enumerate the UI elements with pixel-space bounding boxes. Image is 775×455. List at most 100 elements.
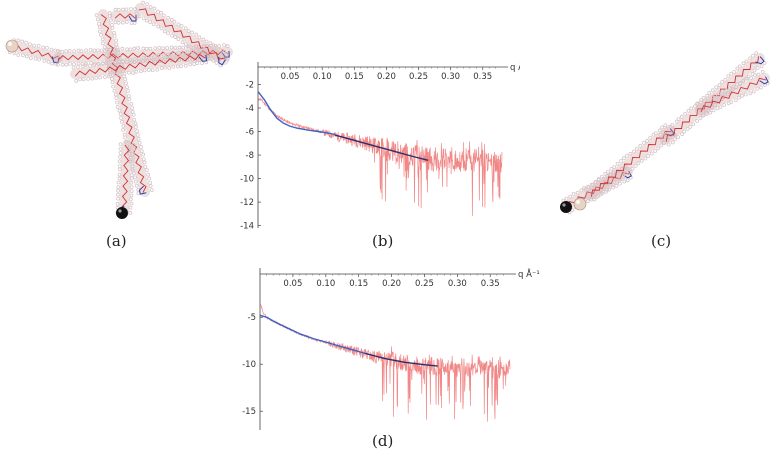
bead bbox=[138, 69, 143, 74]
bead bbox=[120, 20, 125, 25]
bead bbox=[152, 6, 157, 11]
bead bbox=[71, 65, 76, 70]
bead bbox=[720, 89, 725, 94]
bead bbox=[117, 54, 122, 58]
bead bbox=[124, 81, 128, 86]
bead bbox=[28, 56, 33, 61]
bead bbox=[117, 108, 122, 113]
bead bbox=[210, 56, 214, 61]
bead bbox=[95, 48, 100, 53]
bead bbox=[204, 39, 209, 44]
bead bbox=[121, 123, 126, 128]
bead bbox=[161, 13, 166, 18]
bead bbox=[12, 51, 17, 56]
bead bbox=[149, 59, 154, 64]
bead bbox=[733, 98, 738, 103]
bead bbox=[141, 46, 146, 51]
bead bbox=[181, 45, 186, 50]
bead bbox=[129, 173, 134, 178]
bead bbox=[156, 9, 160, 14]
helix-segment bbox=[583, 123, 677, 202]
bead bbox=[662, 140, 666, 145]
bead bbox=[618, 177, 622, 182]
bead bbox=[129, 21, 134, 25]
bead bbox=[213, 43, 218, 48]
bead bbox=[141, 16, 146, 21]
helix-segment bbox=[110, 7, 140, 25]
y-tick-label: -4 bbox=[246, 104, 254, 114]
bead bbox=[748, 56, 752, 61]
bead bbox=[141, 157, 146, 162]
x-tick-label: 0.05 bbox=[281, 72, 300, 82]
bead bbox=[108, 60, 113, 64]
bead bbox=[153, 46, 158, 51]
x-tick-label: 0.20 bbox=[382, 279, 401, 289]
bead bbox=[717, 91, 721, 96]
helix-envelope bbox=[561, 167, 633, 211]
bead bbox=[729, 100, 734, 105]
bead bbox=[161, 52, 166, 57]
bead bbox=[204, 54, 209, 59]
bead bbox=[106, 65, 111, 70]
helix-segment bbox=[115, 140, 136, 217]
bead bbox=[596, 177, 601, 182]
bead bbox=[172, 19, 177, 24]
bead bbox=[636, 161, 641, 166]
bead bbox=[753, 73, 758, 78]
bead bbox=[225, 44, 230, 48]
bead bbox=[611, 185, 615, 190]
bead bbox=[125, 57, 129, 62]
bead bbox=[132, 117, 137, 122]
bead bbox=[118, 142, 123, 147]
bead bbox=[145, 2, 150, 6]
bead bbox=[121, 69, 125, 74]
bead bbox=[113, 60, 118, 64]
bead bbox=[194, 48, 199, 53]
terminal-sphere-dark bbox=[560, 201, 572, 213]
bead bbox=[186, 44, 191, 49]
x-tick-label: 0.35 bbox=[473, 72, 492, 82]
bead bbox=[116, 188, 120, 193]
linker bbox=[118, 205, 125, 214]
bead bbox=[722, 103, 726, 107]
y-tick-label: -8 bbox=[246, 151, 254, 161]
bead bbox=[130, 109, 135, 114]
caption-c: (c) bbox=[651, 232, 672, 250]
bead bbox=[129, 60, 134, 64]
helix-segment bbox=[70, 47, 210, 83]
bead bbox=[114, 42, 119, 47]
bead bbox=[586, 185, 591, 190]
bead bbox=[615, 161, 620, 166]
bead bbox=[193, 48, 198, 53]
bead bbox=[596, 178, 601, 182]
bead bbox=[145, 59, 150, 64]
bead bbox=[175, 64, 180, 69]
x-tick-label: 0.10 bbox=[313, 72, 332, 82]
bead bbox=[124, 20, 129, 24]
bead bbox=[130, 167, 135, 172]
helix-envelope bbox=[53, 47, 233, 63]
bead bbox=[744, 76, 749, 81]
bead bbox=[211, 43, 216, 48]
bead bbox=[755, 86, 760, 91]
bead bbox=[116, 180, 121, 185]
bead bbox=[664, 127, 669, 132]
bead bbox=[567, 210, 572, 215]
bead bbox=[57, 49, 62, 54]
bead bbox=[195, 61, 200, 66]
bead bbox=[183, 63, 188, 68]
bead bbox=[658, 133, 663, 137]
bead bbox=[668, 135, 673, 140]
bead bbox=[601, 189, 606, 194]
bead bbox=[76, 61, 81, 66]
bead bbox=[115, 205, 120, 210]
bead bbox=[607, 185, 612, 189]
bead bbox=[108, 18, 113, 23]
bead bbox=[97, 21, 101, 26]
x-axis-label: q Å⁻¹ bbox=[510, 61, 520, 73]
bead bbox=[651, 132, 656, 137]
linker bbox=[759, 76, 769, 85]
bead bbox=[193, 57, 198, 62]
bead bbox=[33, 56, 38, 61]
bead bbox=[724, 88, 729, 93]
